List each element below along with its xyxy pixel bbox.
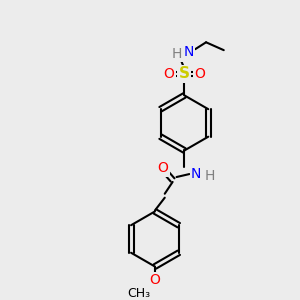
Text: O: O bbox=[157, 161, 168, 175]
Text: O: O bbox=[163, 67, 174, 81]
Text: S: S bbox=[179, 66, 190, 81]
Text: N: N bbox=[183, 45, 194, 59]
Text: N: N bbox=[191, 167, 201, 181]
Text: CH₃: CH₃ bbox=[128, 286, 151, 300]
Text: H: H bbox=[205, 169, 215, 183]
Text: O: O bbox=[195, 67, 206, 81]
Text: H: H bbox=[171, 47, 182, 61]
Text: O: O bbox=[149, 273, 161, 287]
